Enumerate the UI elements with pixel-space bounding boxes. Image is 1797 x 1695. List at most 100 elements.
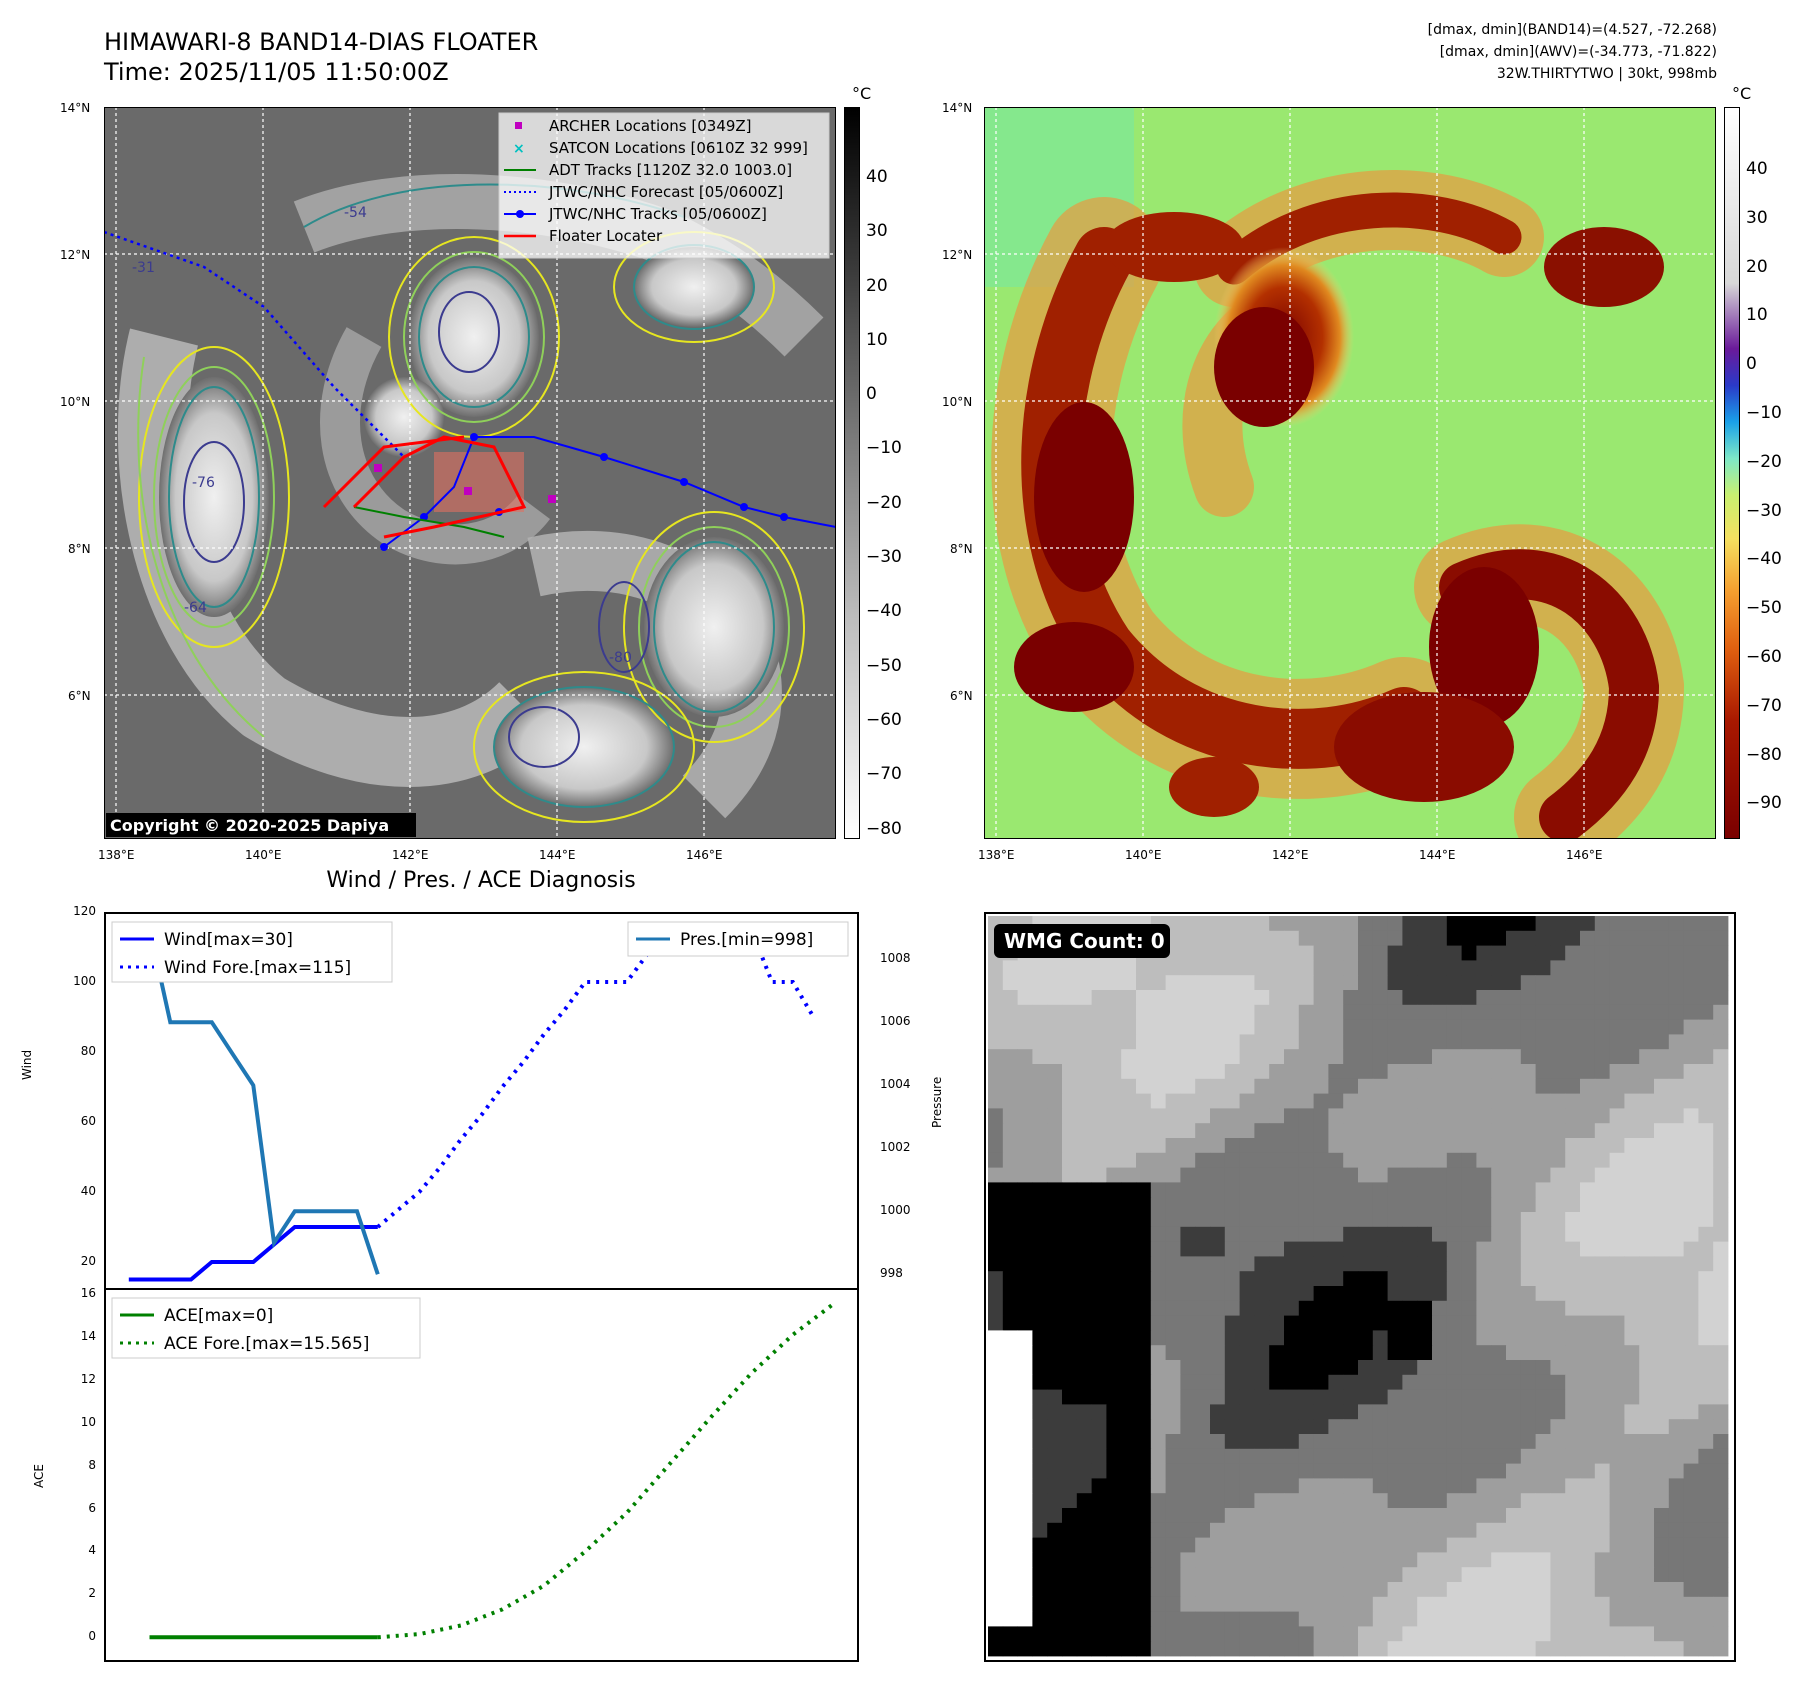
wmg-pixel (1254, 1478, 1270, 1494)
wmg-pixel (1180, 1197, 1196, 1213)
wmg-pixel (1417, 960, 1433, 976)
wmg-pixel (1461, 1611, 1477, 1627)
wmg-pixel (1402, 1537, 1418, 1553)
wmg-pixel (1668, 1537, 1684, 1553)
wmg-pixel (1313, 1611, 1329, 1627)
wmg-pixel (1594, 1419, 1610, 1435)
wmg-pixel (1165, 1271, 1181, 1287)
wmg-pixel (1254, 1463, 1270, 1479)
wmg-pixel (1076, 1078, 1092, 1094)
wmg-pixel (1417, 1226, 1433, 1242)
wmg-pixel (1387, 945, 1403, 961)
cloud-cluster-north (409, 257, 539, 417)
wmg-pixel (1476, 1626, 1492, 1642)
wmg-pixel (1224, 1241, 1240, 1257)
wmg-pixel (1091, 1508, 1107, 1524)
wmg-pixel (1446, 1582, 1462, 1598)
wmg-pixel (1136, 960, 1152, 976)
wmg-pixel (1076, 1093, 1092, 1109)
wmg-pixel (1654, 1330, 1670, 1346)
wmg-pixel (1017, 1596, 1033, 1612)
wmg-pixel (1580, 1093, 1596, 1109)
wmg-pixel (1298, 1286, 1314, 1302)
wmg-pixel (1343, 1389, 1359, 1405)
wmg-pixel (1476, 1537, 1492, 1553)
wmg-pixel (1032, 1404, 1048, 1420)
wmg-pixel (1594, 1537, 1610, 1553)
wmg-pixel (1032, 1611, 1048, 1627)
wmg-pixel (1550, 1582, 1566, 1598)
wmg-pixel (1372, 1404, 1388, 1420)
wmg-pixel (1683, 960, 1699, 976)
wmg-pixel (1195, 1463, 1211, 1479)
wmg-pixel (1047, 1034, 1063, 1050)
wmg-pixel (1594, 1064, 1610, 1080)
wmg-pixel (1313, 1508, 1329, 1524)
wmg-pixel (1343, 1508, 1359, 1524)
wmg-pixel (1313, 1434, 1329, 1450)
wmg-pixel (1461, 945, 1477, 961)
wmg-pixel (1269, 1300, 1285, 1316)
wmg-pixel (1506, 1611, 1522, 1627)
wmg-pixel (1106, 1641, 1122, 1657)
wmg-pixel (1476, 1315, 1492, 1331)
wmg-pixel (1210, 1330, 1226, 1346)
wmg-pixel (1432, 960, 1448, 976)
wmg-pixel (988, 1226, 1004, 1242)
wmg-pixel (1446, 1434, 1462, 1450)
wmg-pixel (1432, 1641, 1448, 1657)
wmg-pixel (1091, 1537, 1107, 1553)
wmg-pixel (1550, 1078, 1566, 1094)
wmg-pixel (1654, 1389, 1670, 1405)
wmg-pixel (1254, 1330, 1270, 1346)
wmg-pixel (1328, 1389, 1344, 1405)
wmg-pixel (1565, 1152, 1581, 1168)
wmg-pixel (1432, 1108, 1448, 1124)
wmg-pixel (1165, 1286, 1181, 1302)
wmg-pixel (1461, 1004, 1477, 1020)
wmg-pixel (1417, 990, 1433, 1006)
wmg-pixel (1106, 1108, 1122, 1124)
wmg-pixel (1313, 975, 1329, 991)
rgb-lat-label-12n: 12°N (942, 248, 973, 262)
wmg-pixel (1535, 1167, 1551, 1183)
wmg-pixel (1284, 1138, 1300, 1154)
wmg-pixel (1328, 1463, 1344, 1479)
wmg-pixel (1594, 1078, 1610, 1094)
wmg-pixel (1239, 1567, 1255, 1583)
wmg-pixel (1580, 1019, 1596, 1035)
wmg-pixel (1654, 1182, 1670, 1198)
wmg-pixel (1713, 1004, 1729, 1020)
wmg-pixel (1520, 1463, 1536, 1479)
wmg-pixel (1298, 1256, 1314, 1272)
wmg-pixel (1713, 1019, 1729, 1035)
wmg-pixel (1639, 1641, 1655, 1657)
wmg-pixel (1668, 1197, 1684, 1213)
wmg-pixel (1195, 1049, 1211, 1065)
wmg-pixel (1491, 1448, 1507, 1464)
wmg-pixel (1506, 1226, 1522, 1242)
wmg-pixel (1476, 1034, 1492, 1050)
wmg-pixel (1239, 1108, 1255, 1124)
wmg-pixel (1091, 1315, 1107, 1331)
wmg-pixel (1372, 1611, 1388, 1627)
wmg-pixel (1298, 1138, 1314, 1154)
wmg-pixel (1076, 1212, 1092, 1228)
pressure-ytick: 1004 (880, 1077, 911, 1092)
wmg-pixel (1121, 1152, 1137, 1168)
wmg-pixel (1017, 990, 1033, 1006)
wmg-pixel (1165, 1034, 1181, 1050)
wmg-pixel (1683, 1004, 1699, 1020)
wmg-pixel (1358, 945, 1374, 961)
wmg-pixel (1254, 1226, 1270, 1242)
wmg-pixel (1269, 945, 1285, 961)
wmg-pixel (1683, 1197, 1699, 1213)
wmg-pixel (1432, 1611, 1448, 1627)
wmg-pixel (1506, 1404, 1522, 1420)
wmg-pixel (1698, 1360, 1714, 1376)
wmg-pixel (1269, 1582, 1285, 1598)
wmg-pixel (1639, 1034, 1655, 1050)
wmg-pixel (1609, 1552, 1625, 1568)
wmg-pixel (1402, 1004, 1418, 1020)
wmg-pixel (1062, 1508, 1078, 1524)
